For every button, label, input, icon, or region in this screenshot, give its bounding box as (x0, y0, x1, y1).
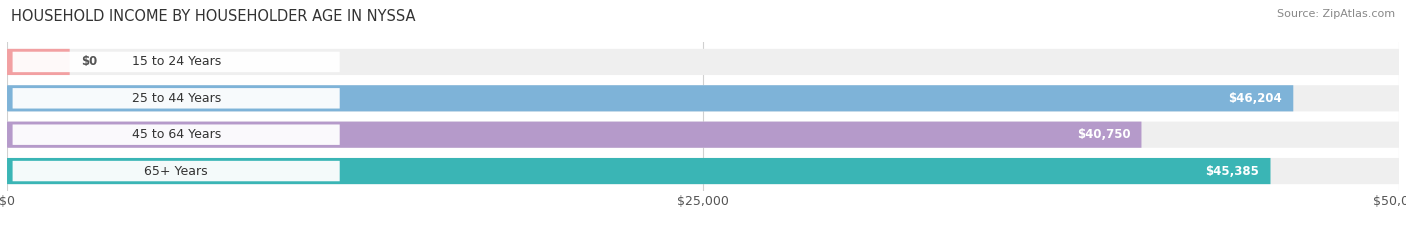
Text: 45 to 64 Years: 45 to 64 Years (132, 128, 221, 141)
FancyBboxPatch shape (13, 52, 340, 72)
FancyBboxPatch shape (7, 85, 1399, 111)
FancyBboxPatch shape (7, 122, 1142, 148)
FancyBboxPatch shape (7, 49, 1399, 75)
FancyBboxPatch shape (13, 124, 340, 145)
Text: $45,385: $45,385 (1205, 164, 1260, 178)
FancyBboxPatch shape (13, 161, 340, 181)
FancyBboxPatch shape (7, 85, 1294, 111)
Text: $0: $0 (80, 55, 97, 69)
Text: 15 to 24 Years: 15 to 24 Years (132, 55, 221, 69)
FancyBboxPatch shape (7, 122, 1399, 148)
Text: HOUSEHOLD INCOME BY HOUSEHOLDER AGE IN NYSSA: HOUSEHOLD INCOME BY HOUSEHOLDER AGE IN N… (11, 9, 416, 24)
Text: 65+ Years: 65+ Years (145, 164, 208, 178)
Text: Source: ZipAtlas.com: Source: ZipAtlas.com (1277, 9, 1395, 19)
FancyBboxPatch shape (7, 158, 1399, 184)
FancyBboxPatch shape (13, 88, 340, 109)
FancyBboxPatch shape (7, 49, 70, 75)
Text: 25 to 44 Years: 25 to 44 Years (132, 92, 221, 105)
Text: $46,204: $46,204 (1229, 92, 1282, 105)
Text: $40,750: $40,750 (1077, 128, 1130, 141)
FancyBboxPatch shape (7, 158, 1271, 184)
